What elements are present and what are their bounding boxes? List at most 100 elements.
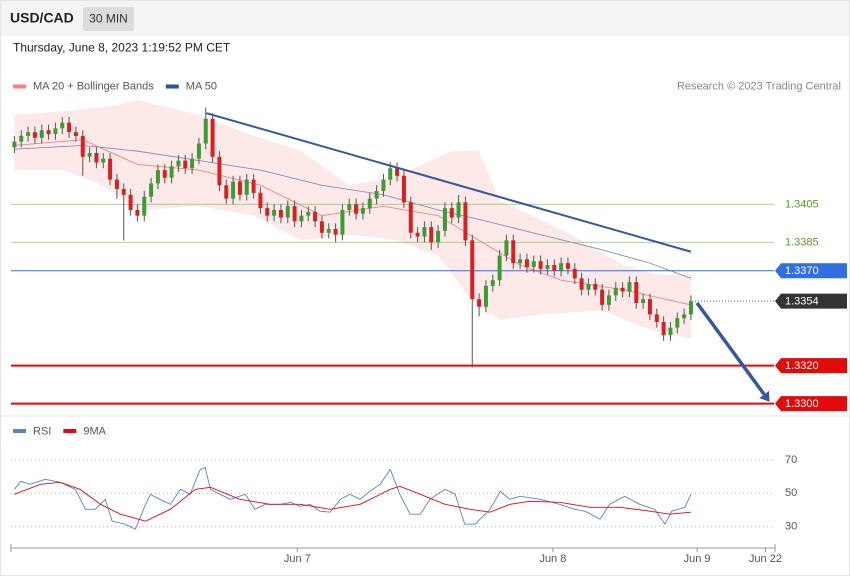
candle-body [668, 327, 673, 336]
candle-body [641, 299, 646, 303]
candle-body [135, 209, 140, 216]
candle-body [183, 160, 188, 169]
candle-body [436, 230, 441, 243]
candle-body [94, 153, 99, 163]
candle-body [313, 211, 318, 222]
ma20-line [14, 139, 692, 306]
candle-body [347, 204, 352, 210]
candle-body [169, 166, 174, 178]
legend-swatch [63, 429, 77, 433]
candle-body [442, 208, 447, 231]
candle-body [654, 314, 659, 322]
candle-body [258, 192, 263, 209]
x-tick-label: Jun 7 [284, 553, 311, 565]
level-label: 1.3300 [785, 398, 819, 410]
candle-body [647, 299, 652, 315]
level-label: 1.3385 [785, 237, 819, 249]
timestamp: Thursday, June 8, 2023 1:19:52 PM CET [13, 41, 231, 55]
candle-body [155, 170, 160, 184]
candle-body [429, 227, 434, 243]
candle-body [12, 141, 17, 148]
candle-body [401, 175, 406, 203]
candle-body [114, 179, 119, 190]
candle-body [565, 263, 570, 269]
candle-body [149, 183, 154, 197]
candle-body [39, 130, 44, 138]
candle-body [538, 261, 543, 269]
legend-swatch [13, 84, 26, 89]
level-badge [775, 293, 847, 309]
candle-body [19, 135, 24, 142]
candle-body [237, 181, 242, 195]
candle-body [108, 158, 113, 180]
forecast-arrow-head [759, 390, 770, 402]
rsi-line [14, 481, 691, 522]
candle-body [600, 289, 605, 305]
candle-body [661, 321, 666, 336]
candle-body [620, 287, 625, 292]
legend-swatch [165, 84, 179, 89]
candle-body [675, 318, 680, 328]
candle-body [483, 285, 488, 307]
candle-body [60, 122, 65, 129]
candle-body [210, 118, 215, 157]
candle-body [408, 202, 413, 233]
legend-swatch [13, 429, 26, 433]
y-tick-label: 70 [785, 454, 797, 466]
candle-body [470, 240, 475, 300]
candle-body [572, 268, 577, 279]
candle-body [217, 156, 222, 186]
trendline [206, 112, 692, 253]
candle-body [524, 259, 529, 267]
candle-body [627, 282, 632, 292]
candle-body [299, 215, 304, 222]
candle-body [449, 208, 454, 218]
candle-body [613, 287, 618, 296]
level-label: 1.3320 [785, 360, 819, 372]
candle-body [422, 227, 427, 237]
symbol: USD/CAD [10, 10, 74, 26]
candle-body [292, 206, 297, 222]
candle-body [374, 190, 379, 199]
candle-body [388, 168, 393, 180]
legend-label: RSI [33, 425, 51, 437]
candle-body [278, 209, 283, 218]
candle-body [196, 143, 201, 159]
interval-badge[interactable] [83, 7, 134, 31]
candle-body [518, 259, 523, 264]
candle-body [688, 301, 693, 315]
candle-body [285, 206, 290, 218]
candle-body [354, 204, 359, 214]
x-tick-label: Jun 8 [539, 553, 566, 565]
y-tick-label: 30 [785, 521, 797, 533]
candle-body [121, 189, 126, 195]
forecast-arrow [695, 301, 766, 396]
bollinger-band [14, 99, 691, 340]
x-tick-label: Jun 22 [749, 553, 782, 565]
candle-body [490, 280, 495, 286]
candle-body [190, 158, 195, 169]
header-bar [1, 1, 849, 36]
candle-body [251, 179, 256, 193]
candle-body [162, 170, 167, 178]
candle-body [586, 284, 591, 290]
credit: Research © 2023 Trading Central [677, 80, 841, 92]
candle-body [579, 278, 584, 290]
candle-body [32, 132, 37, 138]
candle-body [231, 181, 236, 199]
candle-body [415, 232, 420, 237]
candle-body [101, 158, 106, 163]
y-tick-label: 50 [785, 487, 797, 499]
legend-label: MA 20 + Bollinger Bands [33, 80, 154, 92]
candle-body [46, 130, 51, 135]
candle-body [73, 132, 78, 136]
interval[interactable]: 30 MIN [89, 12, 128, 26]
level-badge [775, 263, 847, 279]
candle-body [203, 118, 208, 144]
candle-body [26, 132, 31, 136]
candle-body [497, 255, 502, 281]
candle-body [682, 314, 687, 319]
candle-body [319, 221, 324, 233]
level-label: 1.3370 [785, 265, 819, 277]
